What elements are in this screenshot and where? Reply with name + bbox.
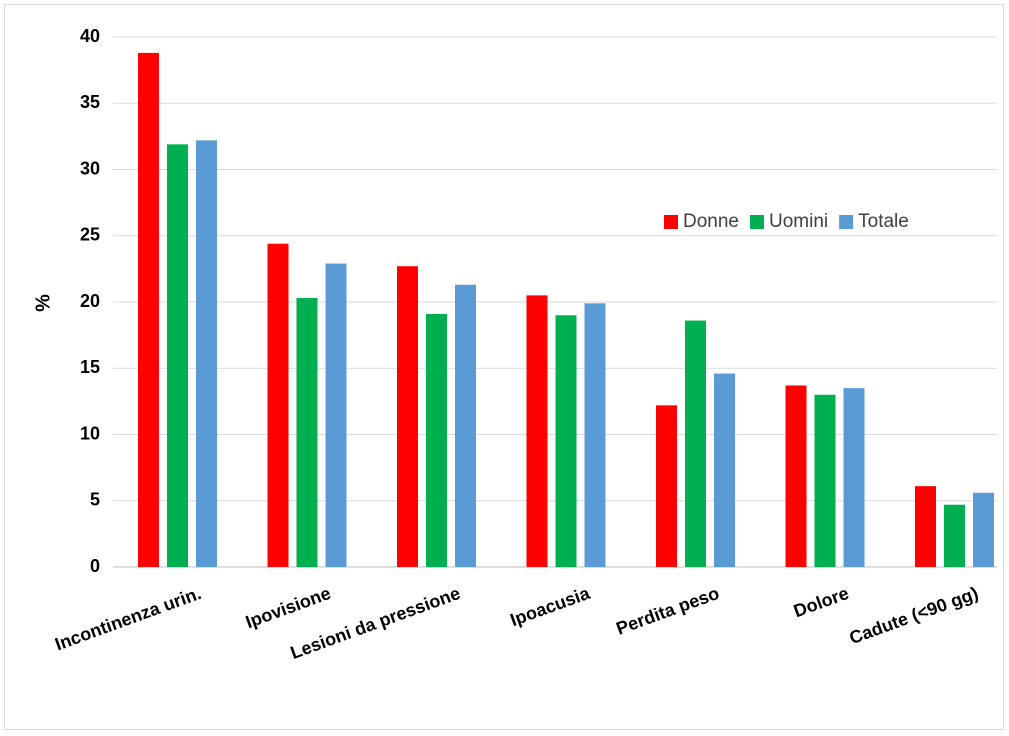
x-tick-label: Perdita peso bbox=[613, 583, 721, 639]
bar-totale bbox=[843, 388, 865, 567]
bar-uomini bbox=[944, 504, 965, 567]
bar-uomini bbox=[555, 315, 577, 567]
y-tick-label: 15 bbox=[80, 357, 100, 377]
bar-uomini bbox=[685, 320, 706, 567]
y-tick-label: 25 bbox=[80, 225, 100, 245]
bars-layer bbox=[138, 52, 994, 567]
legend-label-totale: Totale bbox=[858, 211, 909, 232]
bar-donne bbox=[397, 266, 418, 567]
bar-totale bbox=[714, 373, 735, 567]
bar-uomini bbox=[296, 298, 318, 567]
y-tick-label: 5 bbox=[90, 490, 100, 510]
bar-donne bbox=[915, 486, 936, 567]
y-tick-label: 40 bbox=[80, 26, 100, 46]
y-tick-label: 30 bbox=[80, 158, 100, 178]
legend-swatch-uomini bbox=[750, 215, 764, 229]
bar-totale bbox=[196, 140, 217, 567]
legend-label-uomini: Uomini bbox=[769, 211, 828, 232]
x-tick-label: Ipovisione bbox=[243, 583, 333, 632]
y-tick-label: 35 bbox=[80, 92, 100, 112]
legend-swatch-donne bbox=[664, 215, 678, 229]
bar-totale bbox=[455, 284, 476, 567]
bar-totale bbox=[973, 492, 994, 567]
bar-donne bbox=[267, 243, 289, 567]
legend-label-donne: Donne bbox=[683, 211, 739, 232]
bar-uomini bbox=[426, 313, 447, 567]
y-axis-ticks: 0 5 10 15 20 25 30 35 40 bbox=[80, 26, 100, 576]
y-axis-title: % bbox=[32, 294, 54, 312]
legend-swatch-totale bbox=[839, 215, 854, 229]
y-tick-label: 10 bbox=[80, 423, 100, 443]
bar-donne bbox=[526, 295, 548, 567]
x-tick-label: Cadute (<90 gg) bbox=[847, 583, 981, 648]
bar-donne bbox=[138, 52, 159, 567]
y-tick-label: 20 bbox=[80, 291, 100, 311]
y-tick-label: 0 bbox=[90, 556, 100, 576]
bar-donne bbox=[785, 385, 807, 567]
x-tick-label: Ipoacusia bbox=[508, 583, 594, 631]
x-tick-label: Incontinenza urin. bbox=[52, 583, 204, 654]
x-tick-label: Dolore bbox=[791, 583, 851, 621]
bar-uomini bbox=[167, 144, 188, 567]
bar-donne bbox=[656, 405, 677, 567]
bar-totale bbox=[584, 303, 606, 567]
legend: Donne Uomini Totale bbox=[664, 211, 909, 232]
bar-totale bbox=[325, 263, 347, 567]
bar-uomini bbox=[814, 394, 836, 567]
